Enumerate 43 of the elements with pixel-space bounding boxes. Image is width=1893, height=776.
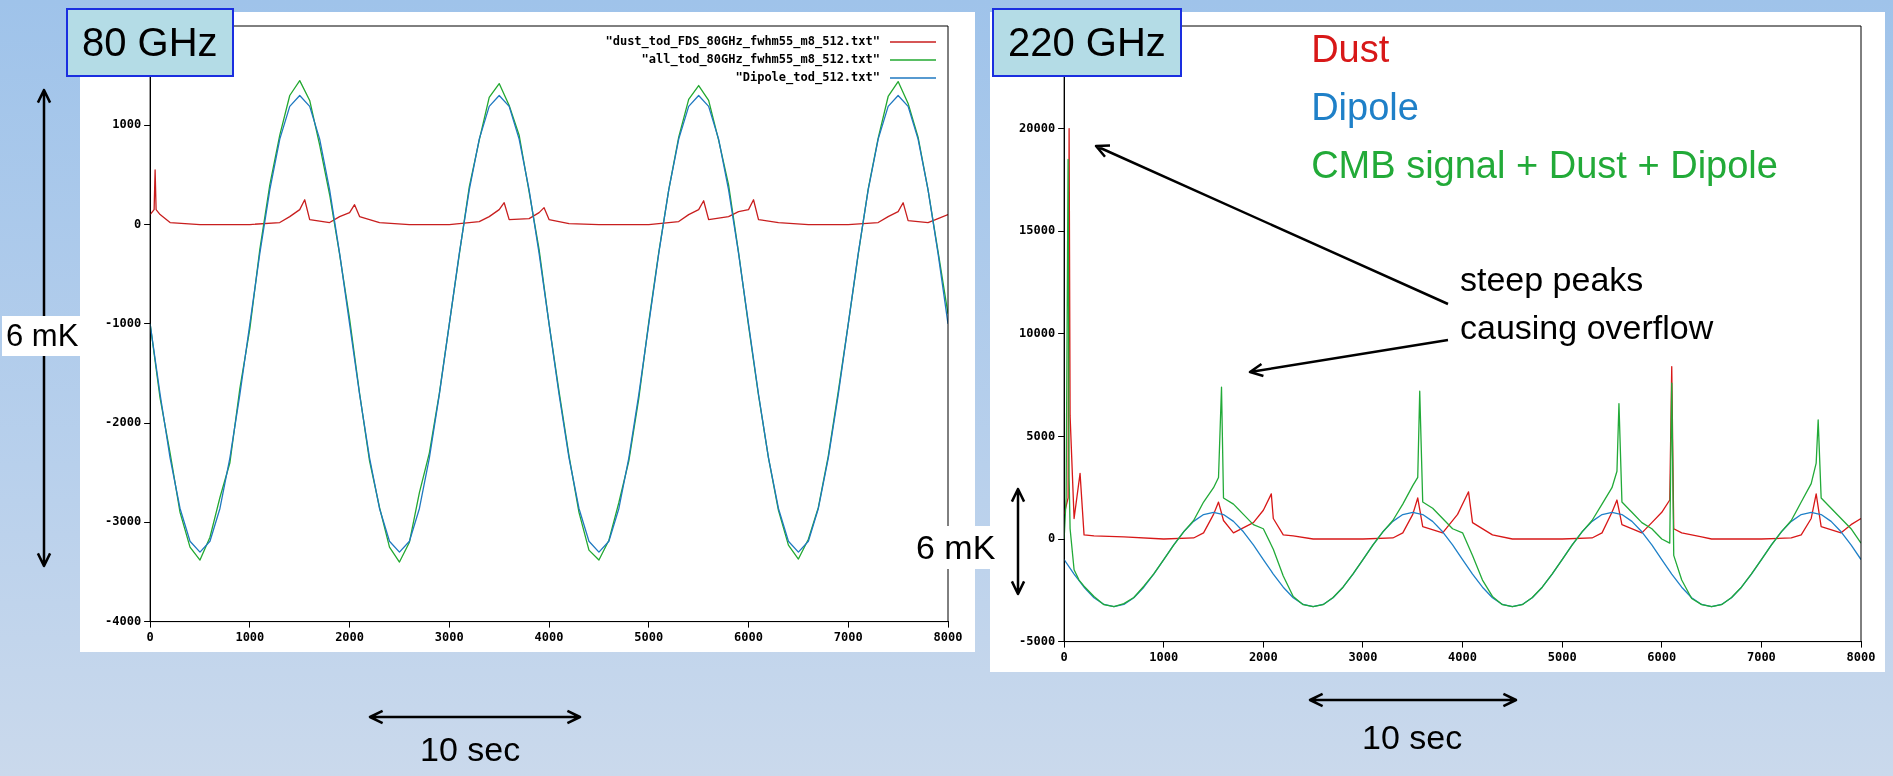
legend-label: "all_tod_80GHz_fwhm55_m8_512.txt" <box>641 52 880 68</box>
x-tick-label: 4000 <box>1448 649 1478 664</box>
y-tick-label: 10000 <box>1019 325 1056 340</box>
y-tick-label: 0 <box>133 216 142 231</box>
text: 10 sec <box>420 730 521 769</box>
x-tick-label: 6000 <box>1647 649 1677 664</box>
x-tick-label: 0 <box>1060 649 1068 664</box>
text: 10 sec <box>1362 718 1463 757</box>
x-tick-label: 1000 <box>235 629 265 644</box>
chart-title: 80 GHz <box>66 8 234 77</box>
y-tick-label: -4000 <box>105 613 142 628</box>
x-tick-label: 8000 <box>1846 649 1876 664</box>
text: 6 mK <box>2 316 83 356</box>
y-tick-label: -5000 <box>1019 633 1056 648</box>
x-tick-label: 5000 <box>634 629 664 644</box>
x-tick-label: 0 <box>146 629 154 644</box>
x-tick-label: 6000 <box>734 629 763 644</box>
y-tick-label: 0 <box>1047 531 1056 546</box>
y-tick-label: 15000 <box>1019 223 1056 238</box>
text: Dipole <box>1311 86 1419 129</box>
y-tick-label: -3000 <box>105 514 142 529</box>
x-tick-label: 2000 <box>1248 649 1278 664</box>
y-tick-label: 5000 <box>1026 428 1056 443</box>
annotation: steep peaks causing overflow <box>1460 259 1715 348</box>
x-tick-label: 4000 <box>534 629 564 644</box>
y-tick-label: -2000 <box>105 415 142 430</box>
legend-label: "Dipole_tod_512.txt" <box>735 70 880 86</box>
x-tick-label: 7000 <box>1746 649 1776 664</box>
y-tick-label: -1000 <box>105 315 142 330</box>
x-tick-label: 3000 <box>434 629 464 644</box>
y-tick-label: 20000 <box>1019 120 1056 135</box>
x-tick-label: 3000 <box>1348 649 1378 664</box>
x-tick-label: 8000 <box>933 629 963 644</box>
x-tick-label: 7000 <box>833 629 863 644</box>
annotation: 6 mK <box>912 526 1000 569</box>
x-tick-label: 2000 <box>335 629 365 644</box>
y-tick-label: 1000 <box>112 117 142 132</box>
x-tick-label: 1000 <box>1149 649 1179 664</box>
text: Dust <box>1311 28 1390 71</box>
legend-label: "dust_tod_FDS_80GHz_fwhm55_m8_512.txt" <box>605 34 880 50</box>
x-tick-label: 5000 <box>1547 649 1577 664</box>
text: CMB signal + Dust + Dipole <box>1311 144 1778 187</box>
chart-title: 220 GHz <box>992 8 1182 77</box>
